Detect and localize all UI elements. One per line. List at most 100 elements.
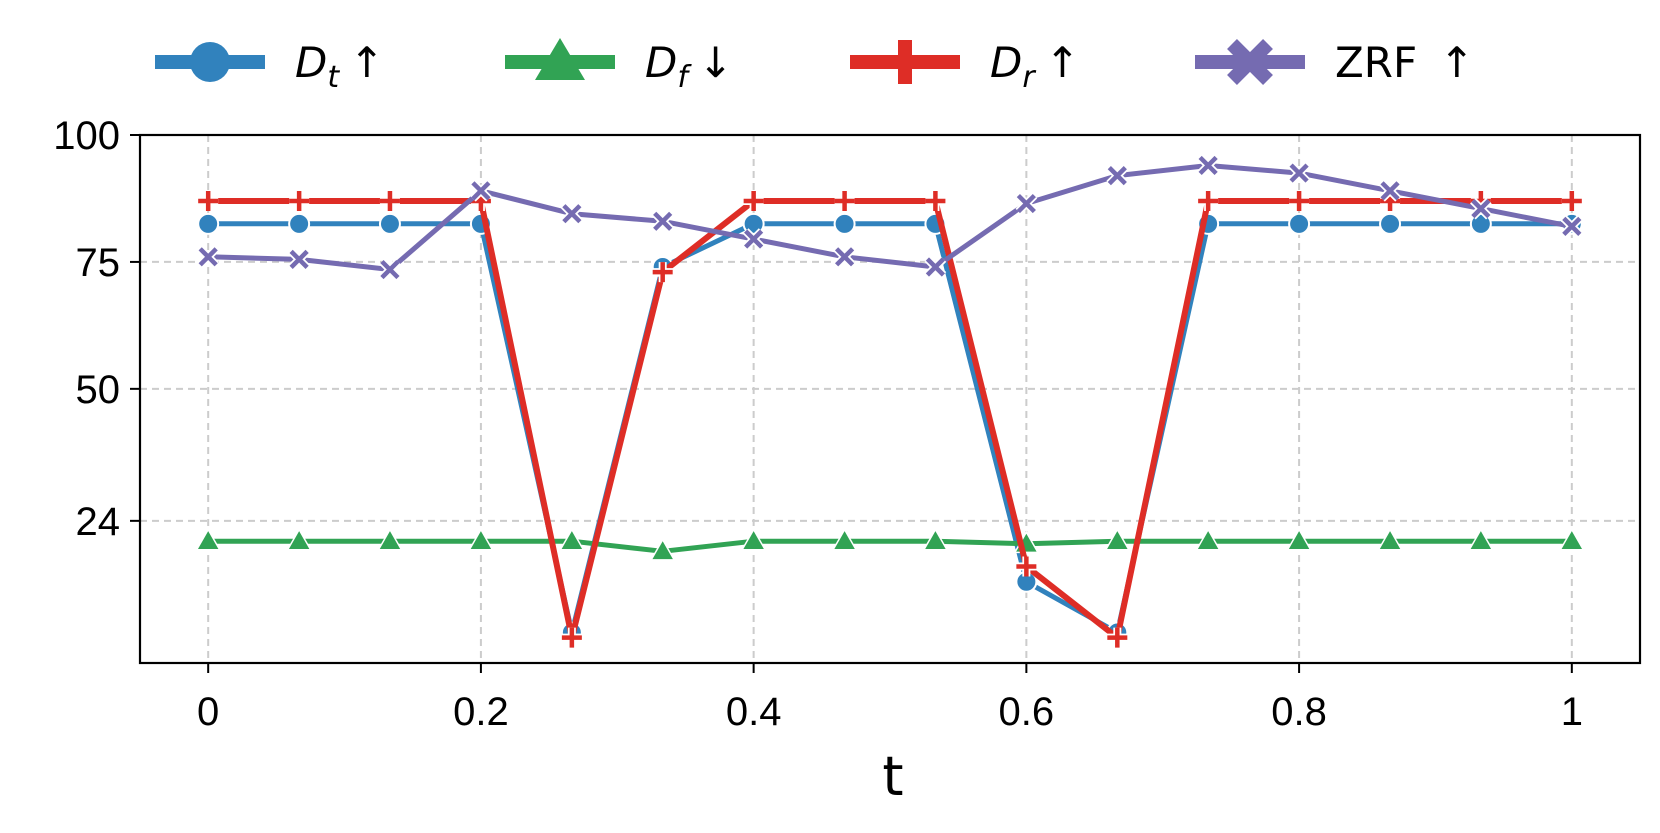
- marker-shape: [1380, 181, 1400, 201]
- legend: Dt ↑ Df ↓ Dr ↑ ZRF ↑: [155, 38, 1474, 95]
- x-tick-label: 0: [197, 690, 219, 734]
- legend-label-subscript: f: [677, 60, 692, 95]
- marker-shape: [1289, 191, 1310, 211]
- data-point: [1195, 528, 1221, 551]
- marker-shape: [922, 528, 949, 551]
- marker-shape: [289, 249, 309, 269]
- series-zrf: [197, 154, 1583, 281]
- data-point: [1470, 197, 1492, 220]
- legend-marker: [190, 42, 230, 82]
- data-point: [1015, 192, 1038, 215]
- marker-shape: [1198, 191, 1219, 211]
- marker-shape: [1562, 216, 1582, 236]
- plot-frame: [138, 133, 1642, 665]
- marker-shape: [833, 212, 856, 235]
- series-dt: [197, 212, 1583, 644]
- data-point: [1288, 212, 1311, 235]
- data-point: [470, 180, 492, 202]
- legend-entry: ZRF ↑: [1195, 38, 1474, 87]
- data-point: [833, 212, 856, 235]
- data-point: [1016, 556, 1037, 577]
- data-point: [1198, 191, 1219, 211]
- marker-shape: [288, 212, 311, 235]
- legend-marker: [535, 38, 585, 80]
- data-point: [1559, 528, 1585, 551]
- data-point: [924, 256, 947, 278]
- data-point: [834, 191, 855, 211]
- data-point: [651, 210, 674, 233]
- data-point: [379, 258, 401, 281]
- marker-shape: [1107, 166, 1127, 186]
- legend-label-subscript: t: [327, 60, 340, 95]
- legend-label-arrow: ↑: [1045, 38, 1080, 87]
- marker-shape: [925, 257, 945, 277]
- marker-shape: [1289, 163, 1309, 183]
- marker-shape: [198, 191, 219, 211]
- marker-shape: [1561, 191, 1582, 211]
- marker-shape: [1559, 528, 1585, 551]
- y-tick-label: 24: [76, 500, 121, 544]
- legend-marker: [1227, 39, 1273, 85]
- y-tick-label: 100: [53, 114, 120, 158]
- marker-shape: [289, 191, 310, 211]
- data-point: [1561, 191, 1582, 211]
- data-point: [1289, 191, 1310, 211]
- series-line: [208, 538, 1572, 554]
- marker-shape: [834, 191, 855, 211]
- marker-shape: [379, 191, 400, 211]
- data-point: [1197, 154, 1219, 177]
- data-point: [1288, 162, 1310, 184]
- series-line: [208, 163, 1573, 272]
- legend-label-main: D: [645, 38, 677, 87]
- data-point: [289, 191, 310, 211]
- marker-shape: [471, 181, 491, 201]
- axis-ticks: 0 0.2 0.4 0.6 0.8 1 24 50 75 100: [53, 114, 1583, 734]
- data-point: [1106, 164, 1129, 187]
- data-point: [377, 528, 403, 551]
- data-point: [1377, 528, 1403, 551]
- x-tick-label: 0.6: [999, 690, 1055, 734]
- data-point: [652, 262, 673, 283]
- x-tick-label: 1: [1561, 690, 1583, 734]
- marker-shape: [195, 528, 221, 551]
- marker-shape: [1195, 528, 1221, 551]
- data-point: [1286, 528, 1312, 551]
- legend-label-arrow: ↓: [698, 38, 733, 87]
- marker-shape: [559, 528, 585, 551]
- marker-shape: [380, 259, 400, 280]
- marker-shape: [831, 528, 858, 551]
- legend-label-main: D: [295, 38, 327, 87]
- data-point: [561, 627, 582, 648]
- data-point: [649, 538, 676, 561]
- data-point: [833, 246, 856, 268]
- legend-label-main: ZRF: [1335, 38, 1417, 87]
- data-point: [742, 228, 765, 250]
- x-axis-label: t: [882, 745, 903, 808]
- data-point: [559, 528, 585, 551]
- x-tick-label: 0.8: [1271, 690, 1327, 734]
- data-point: [743, 191, 764, 211]
- legend-label: ZRF ↑: [1335, 38, 1474, 87]
- data-point: [1107, 627, 1128, 648]
- data-point: [925, 191, 946, 211]
- marker-shape: [1379, 212, 1402, 235]
- marker-shape: [1288, 212, 1311, 235]
- marker-shape: [1377, 528, 1403, 551]
- data-point: [468, 528, 494, 551]
- data-point: [378, 212, 401, 235]
- data-point: [1379, 180, 1401, 202]
- data-point: [288, 212, 311, 235]
- data-point: [561, 202, 583, 225]
- y-tick-label: 75: [76, 241, 121, 285]
- marker-shape: [286, 528, 312, 551]
- y-tick-label: 50: [76, 368, 121, 412]
- data-point: [1560, 215, 1583, 238]
- marker-shape: [1286, 528, 1312, 551]
- marker-shape: [1016, 556, 1037, 577]
- marker-shape: [744, 229, 764, 249]
- marker-shape: [653, 211, 673, 231]
- marker-shape: [1471, 199, 1491, 219]
- series-line: [208, 221, 1572, 635]
- data-point: [922, 528, 949, 551]
